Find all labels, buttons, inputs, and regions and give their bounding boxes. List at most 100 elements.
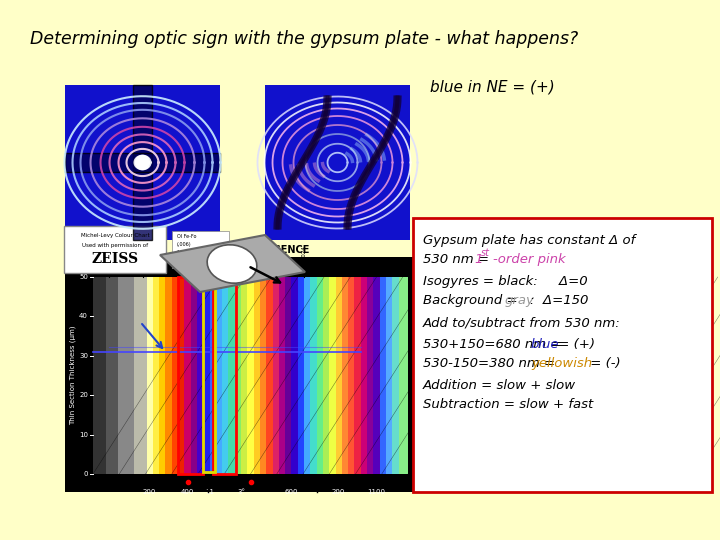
FancyBboxPatch shape <box>292 277 298 474</box>
FancyBboxPatch shape <box>310 277 317 474</box>
Text: ZEISS: ZEISS <box>91 252 138 266</box>
FancyBboxPatch shape <box>253 277 260 474</box>
Text: 40: 40 <box>79 313 88 319</box>
Text: Second Order: Second Order <box>238 480 295 489</box>
Text: Thin Section Thickness (µm): Thin Section Thickness (µm) <box>70 326 76 426</box>
Text: Add to/subtract from 530 nm:: Add to/subtract from 530 nm: <box>423 316 621 329</box>
FancyBboxPatch shape <box>93 277 106 474</box>
Text: .003: .003 <box>179 249 184 261</box>
FancyBboxPatch shape <box>285 277 292 474</box>
FancyBboxPatch shape <box>361 277 367 474</box>
Text: 30: 30 <box>79 353 88 359</box>
FancyBboxPatch shape <box>147 277 153 474</box>
Text: Gypsum plate has constant Δ of: Gypsum plate has constant Δ of <box>423 234 635 247</box>
Text: 3°: 3° <box>237 489 245 495</box>
FancyBboxPatch shape <box>392 277 399 474</box>
FancyBboxPatch shape <box>222 277 228 474</box>
FancyBboxPatch shape <box>329 277 336 474</box>
Text: First Order: First Order <box>134 480 179 489</box>
FancyBboxPatch shape <box>153 277 159 474</box>
Text: 1: 1 <box>474 253 482 266</box>
Text: Isogyres = black:     Δ=0: Isogyres = black: Δ=0 <box>423 275 588 288</box>
FancyBboxPatch shape <box>317 277 323 474</box>
Text: st: st <box>481 248 490 258</box>
Text: Addition = slow + slow: Addition = slow + slow <box>423 379 576 392</box>
FancyBboxPatch shape <box>134 277 147 474</box>
Text: (,006): (,006) <box>177 242 192 247</box>
Text: Third Ord...: Third Ord... <box>337 480 384 489</box>
FancyBboxPatch shape <box>191 277 197 474</box>
FancyBboxPatch shape <box>228 277 235 474</box>
FancyBboxPatch shape <box>379 277 386 474</box>
Text: 200: 200 <box>332 489 346 495</box>
FancyBboxPatch shape <box>354 277 361 474</box>
Text: Subtraction = slow + fast: Subtraction = slow + fast <box>423 398 593 411</box>
Text: Used with permission of: Used with permission of <box>82 243 148 248</box>
Text: 11: 11 <box>205 489 214 495</box>
FancyBboxPatch shape <box>304 277 310 474</box>
FancyBboxPatch shape <box>342 277 348 474</box>
Text: 400: 400 <box>181 489 194 495</box>
Text: blue in NE = (+): blue in NE = (+) <box>430 80 554 95</box>
FancyBboxPatch shape <box>106 277 118 474</box>
Text: 530 nm =: 530 nm = <box>423 253 493 266</box>
Text: Ol Fe-Fo: Ol Fe-Fo <box>177 234 197 239</box>
Text: BIREFRINGENCE: BIREFRINGENCE <box>222 245 310 255</box>
Text: 20: 20 <box>79 392 88 398</box>
Text: Michel-Levy Colour Chart: Michel-Levy Colour Chart <box>81 233 149 238</box>
FancyBboxPatch shape <box>367 277 374 474</box>
Text: yellowish: yellowish <box>531 357 592 370</box>
FancyBboxPatch shape <box>399 277 408 474</box>
Text: .002: .002 <box>141 249 146 261</box>
Text: 200: 200 <box>143 489 156 495</box>
FancyBboxPatch shape <box>386 277 392 474</box>
Text: .CIB: .CIB <box>238 250 243 261</box>
FancyBboxPatch shape <box>64 226 166 273</box>
FancyBboxPatch shape <box>266 277 273 474</box>
Text: 530-150=380 nm =: 530-150=380 nm = <box>423 357 559 370</box>
FancyBboxPatch shape <box>323 277 329 474</box>
Text: 10: 10 <box>79 431 88 437</box>
Text: .0024: .0024 <box>302 245 307 261</box>
FancyBboxPatch shape <box>178 277 184 474</box>
Text: 50: 50 <box>79 274 88 280</box>
Text: .001: .001 <box>107 249 112 261</box>
FancyBboxPatch shape <box>336 277 342 474</box>
FancyBboxPatch shape <box>374 277 379 474</box>
FancyBboxPatch shape <box>166 277 172 474</box>
Text: :  Δ=150: : Δ=150 <box>530 294 588 307</box>
FancyBboxPatch shape <box>65 85 220 240</box>
FancyBboxPatch shape <box>265 85 410 240</box>
Text: 1° gray: 1° gray <box>177 250 195 255</box>
FancyBboxPatch shape <box>216 277 222 474</box>
FancyBboxPatch shape <box>248 277 253 474</box>
Text: 0: 0 <box>84 471 88 477</box>
FancyBboxPatch shape <box>241 277 248 474</box>
FancyBboxPatch shape <box>298 277 304 474</box>
FancyBboxPatch shape <box>65 257 415 492</box>
Polygon shape <box>160 235 305 292</box>
FancyBboxPatch shape <box>65 153 220 172</box>
FancyBboxPatch shape <box>413 218 712 492</box>
FancyBboxPatch shape <box>348 277 354 474</box>
Text: = (+): = (+) <box>554 338 595 351</box>
FancyBboxPatch shape <box>197 277 203 474</box>
FancyBboxPatch shape <box>184 277 191 474</box>
Text: 1100: 1100 <box>367 489 385 495</box>
Text: blue: blue <box>531 338 559 351</box>
Text: -order pink: -order pink <box>493 253 566 266</box>
Text: gray: gray <box>505 294 535 307</box>
FancyBboxPatch shape <box>210 277 216 474</box>
FancyBboxPatch shape <box>172 277 178 474</box>
Text: 600: 600 <box>284 489 298 495</box>
Text: 530+150=680 nm =: 530+150=680 nm = <box>423 338 566 351</box>
Text: = (-): = (-) <box>586 357 621 370</box>
FancyBboxPatch shape <box>133 85 152 240</box>
Text: |: | <box>315 478 318 489</box>
Ellipse shape <box>207 245 257 283</box>
Text: Background =: Background = <box>423 294 522 307</box>
FancyBboxPatch shape <box>235 277 241 474</box>
FancyBboxPatch shape <box>159 277 166 474</box>
FancyBboxPatch shape <box>203 277 210 474</box>
FancyBboxPatch shape <box>118 277 134 474</box>
